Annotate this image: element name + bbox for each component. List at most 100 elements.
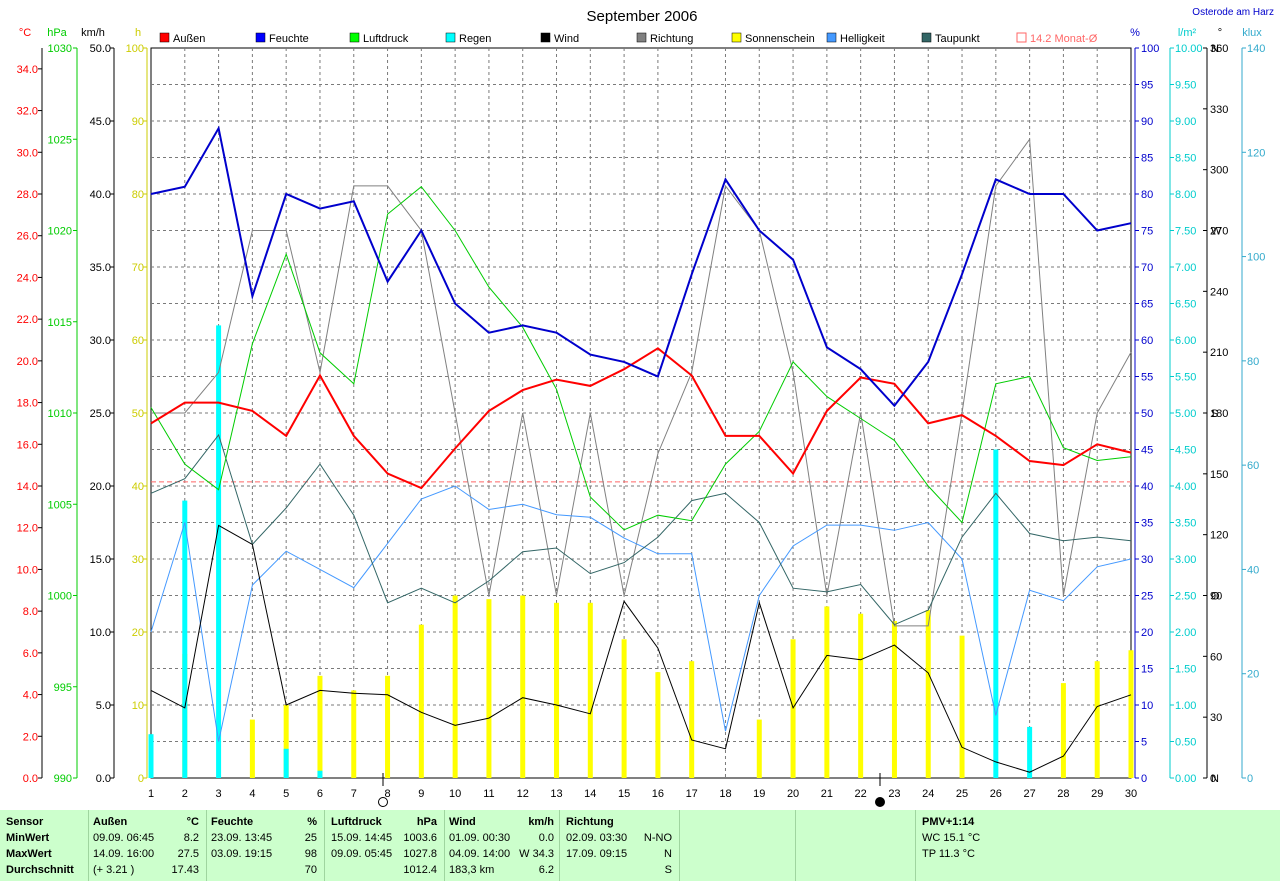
legend-label-1: Außen (173, 33, 205, 45)
footer-aussen-avg-note: (+ 3.21 ) (93, 864, 135, 876)
footer-avg-label: Durchschnitt (6, 864, 74, 876)
rain-tick-label: 0.50 (1175, 737, 1196, 749)
direction-tick-label: 90 (1210, 591, 1222, 603)
direction-tick-label: 120 (1210, 530, 1228, 542)
bar-sonnenschein-day-19 (756, 719, 762, 778)
compass-label: W (1211, 226, 1222, 238)
x-tick-day-15: 15 (618, 788, 630, 800)
bar-sonnenschein-day-10 (452, 595, 458, 778)
x-tick-day-17: 17 (686, 788, 698, 800)
wind-tick-label: 30.0 (90, 335, 111, 347)
humidity-tick-label: 100 (1141, 43, 1159, 55)
rain-tick-label: 10.00 (1175, 43, 1203, 55)
footer-feuchte-avg-val: 70 (304, 864, 317, 876)
bar-sonnenschein-day-7 (351, 690, 357, 778)
bar-sonnenschein-day-14 (587, 602, 593, 778)
humidity-tick-label: 40 (1141, 481, 1153, 493)
rain-tick-label: 3.00 (1175, 554, 1196, 566)
direction-tick-label: 150 (1210, 469, 1228, 481)
bar-sonnenschein-day-4 (249, 719, 255, 778)
light-tick-label: 140 (1247, 43, 1265, 55)
rain-tick-label: 5.50 (1175, 372, 1196, 384)
line-außen (150, 347, 1132, 490)
humidity-tick-label: 10 (1141, 700, 1153, 712)
x-tick-day-12: 12 (517, 788, 529, 800)
light-tick-label: 20 (1247, 669, 1259, 681)
footer-feuchte-min-val: 25 (304, 832, 317, 844)
footer-feuchte-max-val: 98 (304, 848, 317, 860)
bar-regen-day-6 (317, 770, 323, 778)
sun-axis-unit: h (135, 27, 141, 39)
temp-tick-label: 10.0 (17, 564, 38, 576)
new-moon-icon (875, 797, 885, 807)
temp-tick-label: 28.0 (17, 189, 38, 201)
bar-regen-day-27 (1027, 726, 1033, 778)
legend-swatch-sonnenschein (731, 32, 742, 43)
temp-tick-label: 8.0 (23, 606, 38, 618)
x-tick-day-27: 27 (1023, 788, 1035, 800)
humidity-tick-label: 65 (1141, 299, 1153, 311)
humidity-tick-label: 35 (1141, 518, 1153, 530)
rain-tick-label: 8.00 (1175, 189, 1196, 201)
pressure-tick-label: 990 (54, 773, 72, 785)
legend-swatch-taupunkt (921, 32, 932, 43)
footer-sensor-col: Sensor MinWert MaxWert Durchschnitt (0, 810, 88, 881)
x-tick-day-28: 28 (1057, 788, 1069, 800)
x-tick-day-20: 20 (787, 788, 799, 800)
footer-wind-avg-note: 183,3 km (449, 864, 495, 876)
x-tick-day-29: 29 (1091, 788, 1103, 800)
humidity-tick-label: 70 (1141, 262, 1153, 274)
sun-tick-label: 90 (132, 116, 144, 128)
legend-label-3: Luftdruck (363, 33, 409, 45)
footer-aussen-min-val: 8.2 (183, 832, 199, 844)
pressure-tick-label: 1000 (48, 591, 72, 603)
legend-swatch-luftdruck (349, 32, 360, 43)
footer-aussen-max-val: 27.5 (177, 848, 199, 860)
footer-wind-col: Wind km/h 01.09. 00:30 0.0 04.09. 14:00 … (444, 810, 560, 881)
legend-swatch-helligkeit (826, 32, 837, 43)
sun-tick-label: 10 (132, 700, 144, 712)
legend-swatch-monthly-avg (1016, 32, 1027, 43)
legend-swatch-feuchte (255, 32, 266, 43)
bar-sonnenschein-day-16 (655, 672, 661, 778)
humidity-tick-label: 60 (1141, 335, 1153, 347)
sun-tick-label: 20 (132, 627, 144, 639)
direction-tick-label: 240 (1210, 286, 1228, 298)
x-tick-day-13: 13 (550, 788, 562, 800)
x-tick-day-2: 2 (182, 788, 188, 800)
sun-tick-label: 100 (126, 43, 144, 55)
bar-regen-day-5 (283, 748, 289, 778)
wind-tick-label: 45.0 (90, 116, 111, 128)
footer-sensor-title: Sensor (6, 816, 44, 828)
location-label: Osterode am Harz (1192, 7, 1274, 18)
footer-aussen-avg-val: 17.43 (171, 864, 199, 876)
sun-tick-label: 70 (132, 262, 144, 274)
footer-richtung-min-val: N-NO (643, 832, 672, 844)
footer-min-label: MinWert (6, 832, 50, 844)
wind-tick-label: 35.0 (90, 262, 111, 274)
line-taupunkt (150, 433, 1132, 626)
light-tick-label: 40 (1247, 564, 1259, 576)
footer-pmv-tp: TP 11.3 °C (922, 848, 975, 860)
legend-label-6: Richtung (650, 33, 693, 45)
bar-sonnenschein-day-28 (1060, 683, 1066, 778)
bar-sonnenschein-day-13 (554, 602, 560, 778)
footer-wind-min-when: 01.09. 00:30 (449, 832, 511, 844)
footer-wind-avg-val: 6.2 (538, 864, 554, 876)
humidity-tick-label: 45 (1141, 445, 1153, 457)
footer-aussen-min-when: 09.09. 06:45 (93, 832, 155, 844)
footer-luftdruck-min-val: 1003.6 (403, 832, 437, 844)
direction-tick-label: 360 (1210, 43, 1228, 55)
wind-tick-label: 10.0 (90, 627, 111, 639)
direction-tick-label: 330 (1210, 104, 1228, 116)
rain-tick-label: 4.00 (1175, 481, 1196, 493)
wind-tick-label: 20.0 (90, 481, 111, 493)
rain-axis-unit: l/m² (1178, 27, 1197, 39)
footer-richtung-title: Richtung (566, 816, 614, 828)
x-tick-day-7: 7 (351, 788, 357, 800)
humidity-tick-label: 25 (1141, 591, 1153, 603)
sun-tick-label: 80 (132, 189, 144, 201)
temp-tick-label: 32.0 (17, 106, 38, 118)
humidity-tick-label: 75 (1141, 226, 1153, 238)
rain-tick-label: 9.00 (1175, 116, 1196, 128)
